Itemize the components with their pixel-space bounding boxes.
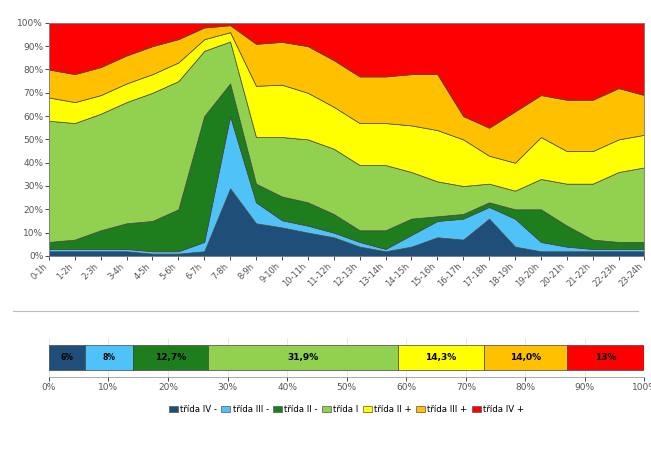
Text: 13%: 13% (595, 353, 616, 362)
Bar (208, 345, 398, 370)
Text: 14,0%: 14,0% (510, 353, 541, 362)
Bar (133, 345, 208, 370)
Legend: třída IV -, třída III -, třída II -, třída I, třída II +, třída III +, třída IV : třída IV -, třída III -, třída II -, tří… (165, 402, 528, 417)
Bar (567, 345, 644, 370)
Legend: třída IV -, třída III -, třída II -, třída I, třída II +, třída III +, třída IV : třída IV -, třída III -, třída II -, tří… (165, 350, 528, 366)
Bar (484, 345, 567, 370)
Bar (85, 345, 133, 370)
Text: 8%: 8% (102, 353, 115, 362)
Bar (398, 345, 484, 370)
Bar (49, 345, 85, 370)
Text: 6%: 6% (61, 353, 74, 362)
Text: 12,7%: 12,7% (155, 353, 186, 362)
Text: 31,9%: 31,9% (288, 353, 319, 362)
Text: 14,3%: 14,3% (426, 353, 457, 362)
